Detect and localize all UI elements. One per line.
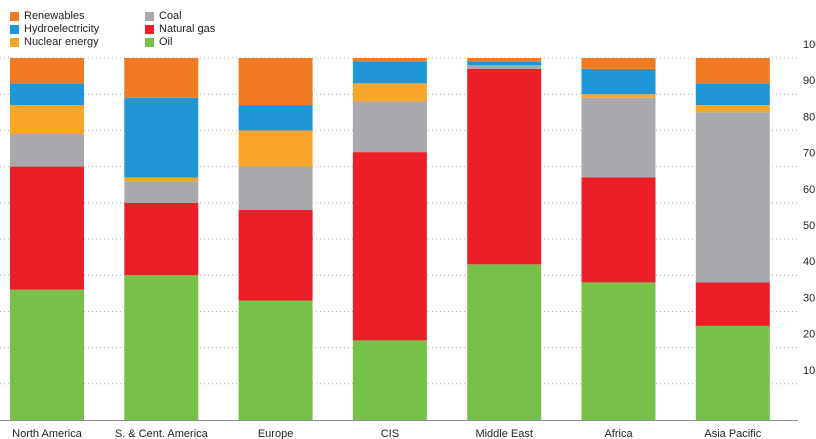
y-tick-label: 60: [803, 184, 815, 196]
y-tick-label: 70: [803, 148, 815, 160]
bar-segment-natural-gas: [581, 177, 656, 283]
bar-stack-north-america: [10, 58, 84, 420]
bar-segment-coal: [352, 101, 427, 153]
bar-segment-hydroelectricity: [695, 83, 770, 106]
bar-segment-nuclear-energy: [10, 105, 84, 135]
bar-segment-nuclear-energy: [695, 105, 770, 113]
legend-swatch: [145, 25, 154, 34]
bar-segment-renewables: [10, 58, 84, 84]
y-tick-label: 80: [803, 111, 815, 123]
bar-segment-hydroelectricity: [352, 61, 427, 84]
legend-swatch: [10, 12, 19, 21]
bar-segment-renewables: [352, 58, 427, 62]
bar-stack-africa: [581, 58, 656, 420]
bar-stack-middle-east: [467, 58, 542, 420]
bar-segment-natural-gas: [10, 166, 84, 290]
bar-segment-natural-gas: [238, 210, 313, 301]
bar-stack-cis: [352, 58, 427, 420]
y-tick-label: 100: [803, 39, 816, 51]
bar-segment-renewables: [581, 58, 656, 69]
legend-item-hydroelectricity: Hydroelectricity: [10, 23, 99, 36]
bar-segment-coal: [695, 112, 770, 283]
bar-segment-hydroelectricity: [124, 97, 199, 178]
legend-swatch: [10, 38, 19, 47]
x-tick-label: Europe: [258, 428, 293, 439]
y-tick-label: 90: [803, 75, 815, 87]
legend-item-renewables: Renewables: [10, 10, 99, 23]
x-tick-label: Middle East: [475, 428, 532, 439]
y-tick-label: 30: [803, 292, 815, 304]
bar-segment-nuclear-energy: [238, 130, 313, 167]
x-tick-label: Asia Pacific: [704, 428, 761, 439]
legend-swatch: [145, 38, 154, 47]
legend-item-natural-gas: Natural gas: [145, 23, 215, 36]
x-tick-label: CIS: [381, 428, 399, 439]
bar-segment-nuclear-energy: [581, 94, 656, 98]
bar-segment-hydroelectricity: [238, 105, 313, 131]
legend-item-nuclear-energy: Nuclear energy: [10, 36, 99, 49]
legend-column: Coal Natural gas Oil: [145, 10, 215, 49]
legend-swatch: [145, 12, 154, 21]
legend-label: Nuclear energy: [24, 36, 99, 48]
bar-segment-hydroelectricity: [467, 61, 542, 66]
y-tick-label: 40: [803, 256, 815, 268]
bar-segment-oil: [581, 282, 656, 420]
bar-segment-hydroelectricity: [581, 68, 656, 95]
bar-stack-s-cent-america: [124, 58, 199, 420]
bar-segment-nuclear-energy: [124, 177, 199, 182]
bar-segment-renewables: [467, 58, 542, 62]
bar-segment-oil: [10, 289, 84, 420]
legend-label: Renewables: [24, 10, 85, 22]
legend-label: Coal: [159, 10, 182, 22]
bar-segment-natural-gas: [352, 152, 427, 341]
bar-segment-natural-gas: [124, 202, 199, 276]
x-tick-label: Africa: [604, 428, 633, 439]
bar-segment-renewables: [695, 58, 770, 84]
bar-segment-nuclear-energy: [352, 83, 427, 102]
legend-item-coal: Coal: [145, 10, 215, 23]
bar-segment-renewables: [238, 58, 313, 106]
legend-label: Hydroelectricity: [24, 23, 100, 35]
bar-segment-coal: [124, 181, 199, 203]
bar-segment-coal: [467, 65, 542, 69]
bar-segment-oil: [124, 275, 199, 420]
bar-segment-oil: [467, 264, 542, 420]
legend-column: Renewables Hydroelectricity Nuclear energy: [10, 10, 99, 49]
y-tick-label: 20: [803, 329, 815, 341]
bar-stack-asia-pacific: [695, 58, 770, 420]
bar-segment-oil: [352, 340, 427, 420]
bar-segment-coal: [581, 97, 656, 178]
y-tick-label: 10: [803, 365, 815, 377]
bar-segment-oil: [238, 300, 313, 420]
bar-segment-coal: [10, 134, 84, 167]
legend-label: Natural gas: [159, 23, 216, 35]
bar-segment-natural-gas: [467, 68, 542, 265]
bar-segment-coal: [238, 166, 313, 211]
legend-swatch: [10, 25, 19, 34]
bar-segment-natural-gas: [695, 282, 770, 326]
bar-stack-europe: [238, 58, 313, 420]
x-tick-label: North America: [12, 428, 83, 439]
legend-label: Oil: [159, 36, 173, 48]
x-tick-label: S. & Cent. America: [115, 428, 209, 439]
bar-segment-hydroelectricity: [10, 83, 84, 106]
bar-segment-renewables: [124, 58, 199, 98]
bar-segment-oil: [695, 325, 770, 420]
legend-item-oil: Oil: [145, 36, 215, 49]
y-tick-label: 50: [803, 220, 815, 232]
